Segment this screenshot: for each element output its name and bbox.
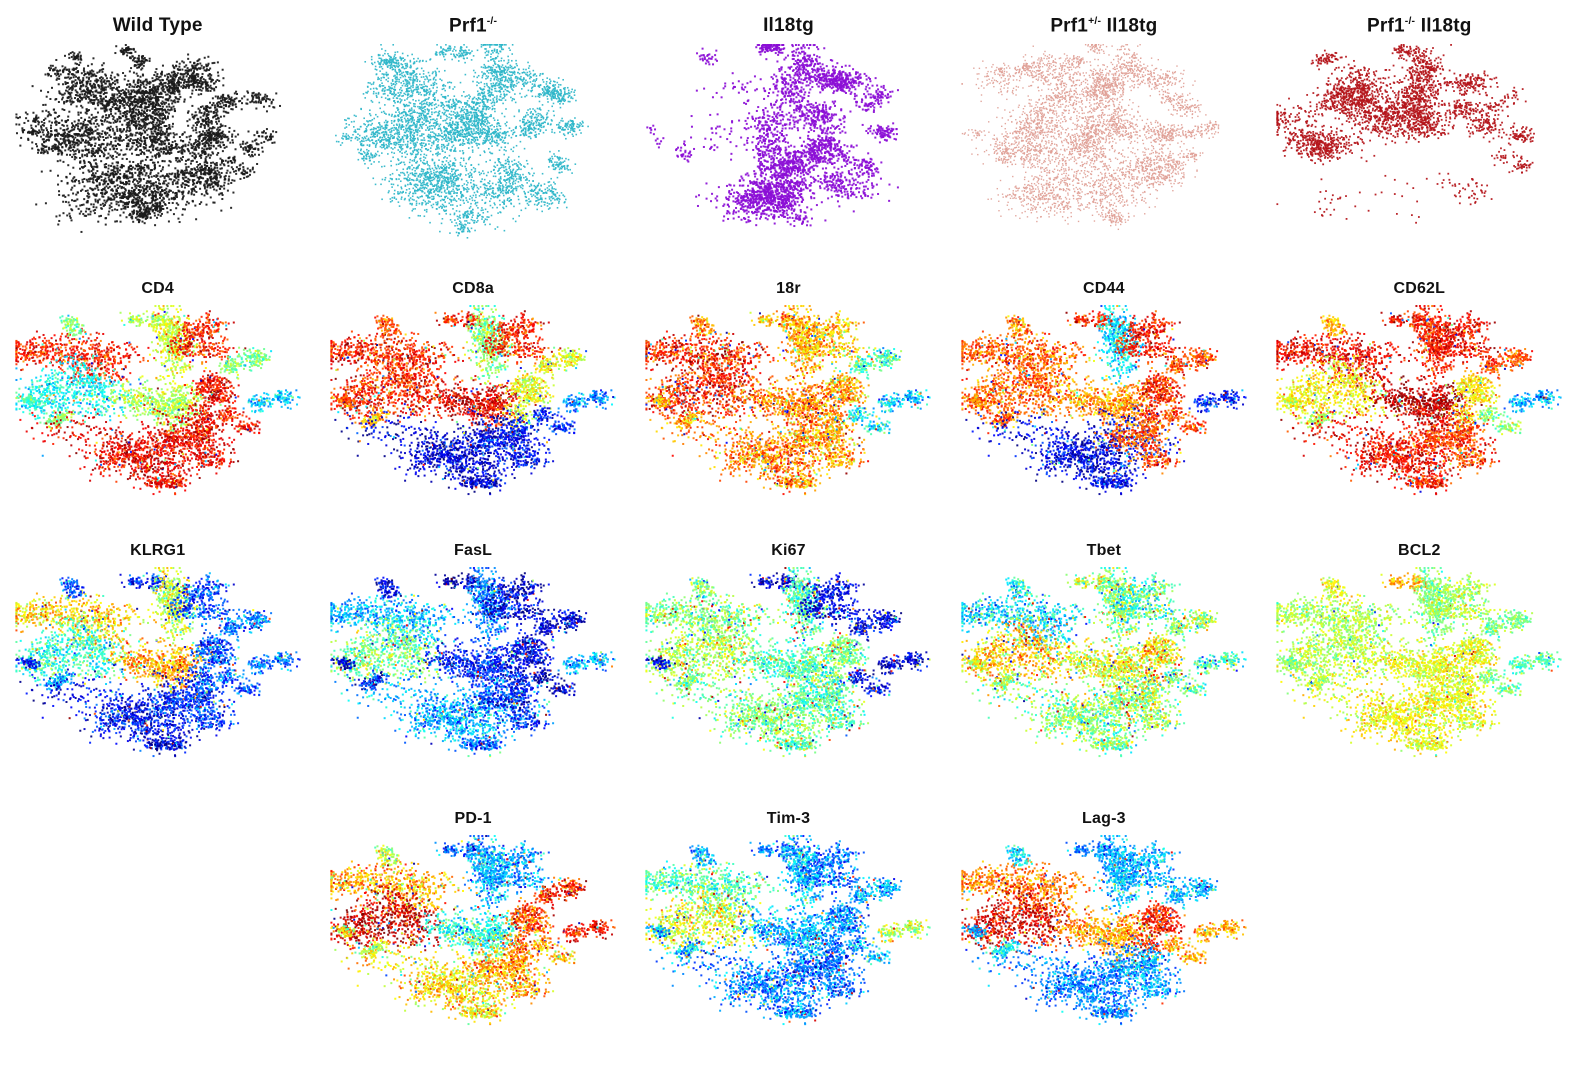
- panel-title-text: Prf1: [448, 15, 487, 37]
- panel-pd-1: PD-1: [315, 800, 630, 1069]
- panel-title-cd4: CD4: [141, 280, 174, 298]
- tsne-plot-prf1-ko-il18tg: [1269, 40, 1570, 249]
- panel-prf1-ko: Prf1-/-: [315, 0, 630, 270]
- panel-title-cd8a: CD8a: [452, 280, 494, 298]
- tsne-plot-klrg1: [7, 562, 308, 775]
- tsne-plot-ki67: [638, 562, 939, 775]
- panel-title-tim-3: Tim-3: [767, 810, 810, 828]
- panel-cd62l: CD62L: [1262, 270, 1577, 532]
- tsne-plot-bcl2: [1269, 562, 1570, 775]
- panel-title-cd62l: CD62L: [1393, 280, 1445, 298]
- panel-klrg1: KLRG1: [0, 532, 315, 800]
- panel-title-klrg1: KLRG1: [130, 542, 185, 560]
- panel-prf1-ko-il18tg: Prf1-/- Il18tg: [1262, 0, 1577, 270]
- tsne-plot-cd44: [953, 300, 1254, 513]
- panel-title-text: CD8a: [452, 280, 494, 297]
- panel-title-text2: Il18tg: [1415, 15, 1472, 37]
- panel-title-superscript: -/-: [486, 16, 498, 27]
- tsne-plot-pd-1: [323, 830, 624, 1043]
- panel-title-il18tg: Il18tg: [763, 15, 814, 37]
- panel-title-text: FasL: [454, 542, 493, 559]
- panel-title-bcl2: BCL2: [1398, 542, 1441, 560]
- tsne-plot-lag-3: [953, 830, 1254, 1043]
- tsne-plot-cd8a: [323, 300, 624, 513]
- tsne-plot-wild-type: [7, 39, 308, 248]
- tsne-plot-18r: [638, 300, 939, 513]
- panel-title-text: KLRG1: [130, 542, 186, 559]
- panel-cd8a: CD8a: [315, 270, 630, 532]
- panel-title-text: Tim-3: [766, 810, 811, 827]
- tsne-plot-fasl: [323, 562, 624, 775]
- panel-cd4: CD4: [0, 270, 315, 532]
- tsne-plot-cd4: [7, 300, 308, 513]
- panel-title-pd-1: PD-1: [454, 810, 491, 828]
- panel-fasl: FasL: [315, 532, 630, 800]
- panel-title-cd44: CD44: [1083, 280, 1125, 298]
- panel-title-tbet: Tbet: [1087, 542, 1122, 560]
- panel-cd44: CD44: [946, 270, 1261, 532]
- panel-bcl2: BCL2: [1262, 532, 1577, 800]
- panel-tbet: Tbet: [946, 532, 1261, 800]
- tsne-plot-tbet: [953, 562, 1254, 775]
- panel-title-lag-3: Lag-3: [1082, 810, 1126, 828]
- panel-title-text: Lag-3: [1082, 810, 1126, 827]
- panel-title-text: Ki67: [771, 542, 806, 559]
- panel-title-18r: 18r: [776, 280, 801, 298]
- panel-title-text: Il18tg: [763, 15, 814, 36]
- panel-title-text: CD4: [141, 280, 174, 297]
- panel-il18tg: Il18tg: [631, 0, 946, 270]
- panel-wild-type: Wild Type: [0, 0, 315, 270]
- panel-title-superscript: -/-: [1404, 16, 1416, 27]
- panel-title-text: 18r: [776, 280, 801, 297]
- panel-title-text2: Il18tg: [1101, 15, 1158, 37]
- panel-title-text: CD44: [1083, 280, 1125, 297]
- panel-title-text: Prf1: [1050, 15, 1089, 37]
- panel-title-text: BCL2: [1397, 542, 1441, 559]
- panel-title-prf1-ko-il18tg: Prf1-/- Il18tg: [1367, 15, 1472, 37]
- panel-title-text: PD-1: [454, 810, 492, 827]
- panel-prf1-het-il18tg: Prf1+/- Il18tg: [946, 0, 1261, 270]
- panel-title-superscript: +/-: [1088, 16, 1102, 27]
- panel-title-text: Tbet: [1086, 542, 1122, 559]
- panel-title-text: CD62L: [1393, 280, 1446, 297]
- panel-title-prf1-het-il18tg: Prf1+/- Il18tg: [1050, 15, 1158, 37]
- tsne-plot-tim-3: [638, 830, 939, 1043]
- panel-title-wild-type: Wild Type: [112, 15, 203, 37]
- panel-ki67: Ki67: [631, 532, 946, 800]
- tsne-plot-prf1-het-il18tg: [953, 40, 1254, 249]
- panel-title-text: Prf1: [1367, 15, 1405, 37]
- panel-title-prf1-ko: Prf1-/-: [448, 15, 498, 37]
- panel-tim-3: Tim-3: [631, 800, 946, 1069]
- panel-lag-3: Lag-3: [946, 800, 1261, 1069]
- panel-title-ki67: Ki67: [771, 542, 806, 560]
- tsne-plot-prf1-ko: [323, 40, 624, 249]
- panel-18r: 18r: [631, 270, 946, 532]
- tsne-plot-cd62l: [1269, 300, 1570, 513]
- tsne-plot-il18tg: [638, 39, 939, 248]
- panel-title-text: Wild Type: [112, 15, 203, 36]
- panel-title-fasl: FasL: [454, 542, 492, 560]
